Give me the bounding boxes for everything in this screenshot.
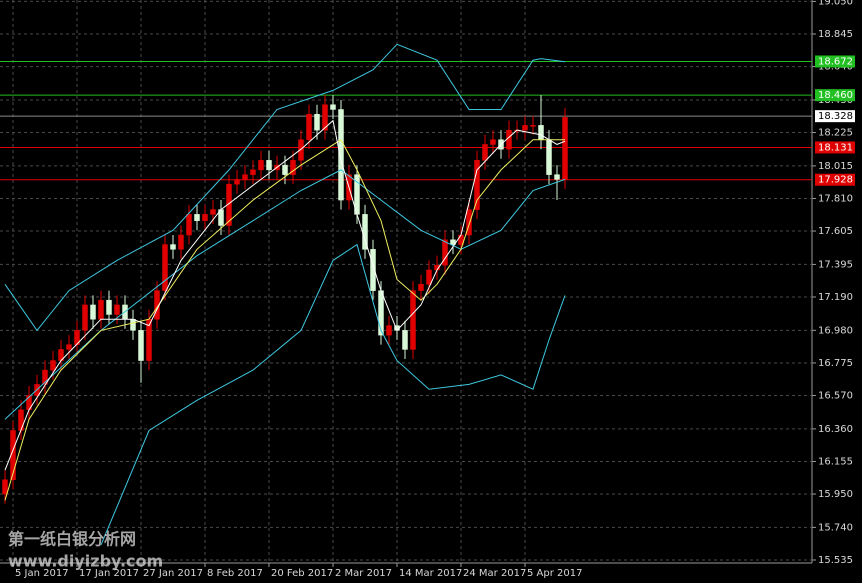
candle-body (194, 214, 200, 221)
candle-body (322, 104, 328, 131)
candle-body (298, 139, 304, 161)
candle-body (2, 479, 8, 495)
candle-body (426, 269, 432, 285)
level-label-box (815, 110, 855, 123)
x-tick-label: 2 Mar 2017 (335, 568, 392, 579)
y-tick-label: 16.360 (818, 424, 853, 435)
y-tick-label: 18.015 (818, 161, 853, 172)
x-tick-label: 17 Jan 2017 (79, 568, 139, 579)
candle-body (442, 239, 448, 266)
candle-body (490, 139, 496, 145)
y-tick-label: 15.740 (818, 522, 853, 533)
y-tick-label: 17.190 (818, 292, 853, 303)
y-tick-label: 19.050 (818, 0, 853, 7)
candle-body (90, 304, 96, 320)
level-label: 18.672 (818, 56, 853, 67)
candle-body (538, 125, 544, 140)
candle-body (290, 160, 296, 175)
indicator-line (100, 243, 566, 546)
candle-body (130, 318, 136, 331)
candle-body (314, 114, 320, 131)
x-tick-label: 24 Mar 2017 (463, 568, 526, 579)
candle-body (386, 325, 392, 336)
candle-body (546, 139, 552, 175)
candle-body (338, 109, 344, 201)
candle-body (50, 360, 56, 371)
candle-body (410, 290, 416, 350)
candle-body (258, 160, 264, 171)
level-label-box (815, 141, 855, 154)
candle-body (530, 125, 536, 127)
level-label: 18.328 (818, 111, 853, 122)
candle-body (402, 330, 408, 350)
x-tick-label: 20 Feb 2017 (271, 568, 333, 579)
indicator-line (4, 43, 566, 332)
y-tick-label: 17.605 (818, 226, 853, 237)
indicator-line (4, 138, 565, 501)
candle-body (378, 290, 384, 336)
y-tick-label: 15.950 (818, 489, 853, 500)
candle-body (250, 169, 256, 175)
indicator-line (4, 169, 566, 420)
candle-body (418, 284, 424, 291)
x-tick-label: 27 Jan 2017 (143, 568, 203, 579)
y-tick-label: 18.225 (818, 128, 853, 139)
level-label: 17.928 (818, 175, 853, 186)
y-tick-label: 16.155 (818, 456, 853, 467)
candle-body (306, 114, 312, 140)
candle-body (66, 344, 72, 350)
x-tick-label: 14 Mar 2017 (399, 568, 462, 579)
candle-body (522, 125, 528, 131)
watermark-url: www.diyizby.com (8, 552, 163, 571)
candle-body (186, 214, 192, 236)
y-tick-label: 15.535 (818, 555, 853, 566)
x-tick-label: 5 Apr 2017 (527, 568, 582, 579)
candle-body (282, 164, 288, 175)
candle-body (210, 209, 216, 215)
candle-body (138, 330, 144, 361)
candle-body (106, 299, 112, 315)
candle-body (170, 244, 176, 250)
candle-body (178, 234, 184, 250)
x-tick-label: 8 Feb 2017 (207, 568, 263, 579)
candle-body (234, 179, 240, 185)
y-tick-label: 17.810 (818, 193, 853, 204)
candle-body (482, 144, 488, 161)
candle-body (330, 104, 336, 110)
y-tick-label: 16.980 (818, 325, 853, 336)
y-tick-label: 17.395 (818, 259, 853, 270)
candle-body (98, 299, 104, 320)
y-tick-label: 16.570 (818, 391, 853, 402)
candle-body (266, 160, 272, 171)
indicator-line (4, 119, 566, 471)
level-label-box (815, 55, 855, 68)
candle-body (506, 129, 512, 150)
y-tick-label: 16.775 (818, 358, 853, 369)
candle-body (554, 174, 560, 180)
watermark-title: 第一纸白银分析网 (8, 530, 136, 549)
level-label-box (815, 89, 855, 102)
candle-body (474, 160, 480, 210)
level-label-box (815, 173, 855, 186)
candle-body (562, 117, 568, 180)
candle-body (82, 304, 88, 331)
candle-body (202, 214, 208, 221)
y-tick-label: 18.845 (818, 29, 853, 40)
x-tick-label: 5 Jan 2017 (15, 568, 69, 579)
level-label: 18.460 (818, 90, 853, 101)
candle-body (466, 209, 472, 236)
level-label: 18.131 (818, 142, 853, 153)
candle-body (18, 409, 24, 431)
candle-body (370, 249, 376, 291)
candle-body (162, 244, 168, 291)
candle-body (114, 304, 120, 315)
candle-body (242, 174, 248, 180)
